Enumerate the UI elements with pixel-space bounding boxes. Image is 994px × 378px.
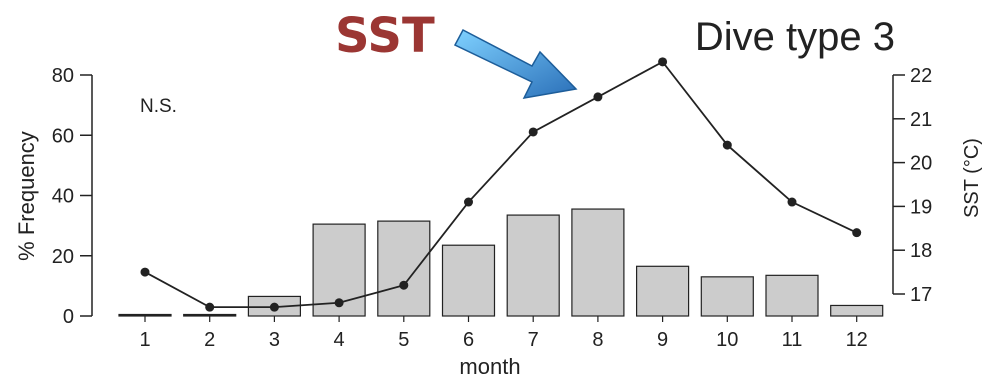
right-tick-label: 17 — [910, 284, 932, 306]
right-tick-label: 18 — [910, 240, 932, 262]
sst-point-month-8 — [593, 92, 603, 102]
sst-callout-label: SST — [335, 8, 435, 64]
sst-point-month-4 — [334, 298, 344, 308]
bar-series — [118, 208, 884, 317]
x-tick-label: 2 — [204, 329, 215, 351]
right-tick-label: 21 — [910, 109, 932, 131]
right-tick-label: 19 — [910, 196, 932, 218]
left-tick-label: 0 — [63, 306, 74, 328]
x-tick-labels: 1 2 3 4 5 6 7 8 9 10 11 12 — [139, 316, 868, 351]
ns-annotation: N.S. — [140, 96, 177, 117]
left-y-axis: 0 20 40 60 80 — [52, 65, 93, 328]
sst-point-month-1 — [140, 267, 150, 277]
x-tick-label: 12 — [846, 329, 868, 351]
bar-month-8 — [571, 208, 625, 317]
x-tick-label: 5 — [398, 329, 409, 351]
bar-month-6 — [441, 244, 496, 317]
arrow-shape — [453, 28, 578, 99]
sst-point-month-6 — [464, 197, 473, 207]
bar-month-1 — [118, 313, 172, 317]
right-tick-label: 22 — [910, 65, 932, 87]
sst-point-month-5 — [399, 280, 409, 290]
bar-month-11 — [765, 274, 819, 317]
x-tick-label: 10 — [716, 329, 738, 351]
sst-point-month-12 — [852, 228, 862, 238]
bar-month-7 — [506, 214, 560, 317]
chart-title: Dive type 3 — [695, 15, 895, 59]
x-axis-label: month — [459, 354, 520, 378]
x-tick-label: 6 — [463, 329, 474, 351]
right-tick-label: 20 — [910, 153, 932, 175]
bar-month-9 — [635, 265, 690, 317]
left-tick-label: 80 — [52, 65, 74, 87]
left-tick-label: 60 — [52, 125, 74, 147]
x-tick-label: 3 — [269, 329, 280, 351]
sst-point-month-2 — [205, 302, 215, 312]
sst-point-month-11 — [787, 197, 797, 207]
left-tick-label: 20 — [52, 246, 74, 268]
left-tick-label: 40 — [52, 186, 74, 208]
x-tick-label: 7 — [528, 329, 539, 351]
bar-month-2 — [183, 313, 237, 317]
bar-month-12 — [830, 304, 884, 317]
sst-point-month-3 — [269, 302, 279, 312]
sst-point-month-7 — [528, 127, 538, 137]
sst-line-series — [140, 57, 862, 312]
x-tick-label: 9 — [657, 329, 668, 351]
x-tick-label: 11 — [782, 329, 803, 351]
y2-axis-label: SST (°C) — [961, 138, 983, 218]
x-tick-label: 4 — [334, 329, 345, 351]
bar-month-5 — [377, 220, 431, 317]
callout-arrow — [453, 28, 578, 99]
x-tick-label: 8 — [592, 329, 603, 351]
sst-point-month-10 — [722, 140, 732, 150]
y-axis-label: % Frequency — [14, 131, 39, 261]
x-tick-label: 1 — [139, 329, 150, 351]
sst-line — [144, 60, 858, 309]
sst-point-month-9 — [658, 57, 668, 67]
right-y-axis: 17 18 19 20 21 22 — [892, 65, 932, 306]
bar-month-10 — [700, 276, 754, 317]
